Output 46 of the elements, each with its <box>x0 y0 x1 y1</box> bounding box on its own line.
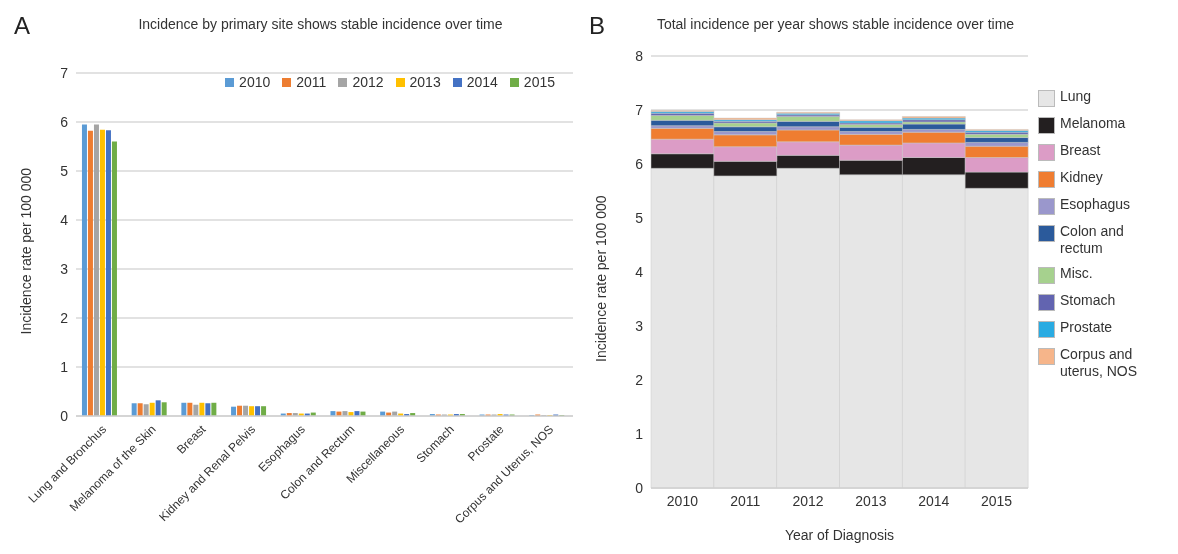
text: B <box>589 12 606 40</box>
y-tick-label: 3 <box>635 317 644 334</box>
y-tick-label: 4 <box>635 263 644 280</box>
legend-label: 2014 <box>466 74 498 91</box>
legend-label: Melanoma <box>1060 115 1126 132</box>
legend-label: Lung <box>1060 88 1092 105</box>
y-tick-label: 4 <box>60 211 69 228</box>
legend-label: Misc. <box>1060 265 1093 282</box>
y-tick-label: 6 <box>635 155 644 172</box>
y-tick-label: 5 <box>60 162 69 179</box>
x-axis-title: Year of Diagnosis <box>784 527 895 543</box>
y-tick-label: 6 <box>60 113 69 130</box>
y-tick-label: 7 <box>60 64 69 81</box>
y-axis-title: Incidence rate per 100 000 <box>592 195 609 362</box>
chart-title: Incidence by primary site shows stable incidence over time <box>137 16 504 32</box>
legend-label: 2011 <box>296 74 327 91</box>
y-tick-label: 3 <box>60 260 69 277</box>
x-tick-label: 2013 <box>855 492 887 509</box>
y-tick-label: 0 <box>635 479 644 496</box>
legend-label: Stomach <box>1060 292 1116 309</box>
y-tick-label: 1 <box>635 425 644 442</box>
legend-label: Colon and rectum <box>1060 223 1125 257</box>
x-tick-label: 2014 <box>918 492 950 509</box>
legend-label: 2013 <box>409 74 441 91</box>
x-tick-label: 2011 <box>730 492 761 509</box>
legend-label: Kidney <box>1060 169 1103 186</box>
x-tick-label: 2010 <box>666 492 699 509</box>
y-tick-label: 2 <box>60 309 69 326</box>
legend-label: 2012 <box>352 74 384 91</box>
x-tick-label: 2015 <box>981 492 1013 509</box>
legend-label: Prostate <box>1060 319 1113 336</box>
legend-label: Breast <box>1060 142 1101 159</box>
y-tick-label: 7 <box>635 101 644 118</box>
legend-label: 2015 <box>523 74 555 91</box>
chart-title: Total incidence per year shows stable incidence over time <box>655 16 1016 32</box>
legend-label: Corpus and uterus, NOS <box>1060 346 1139 380</box>
y-axis-title: Incidence rate per 100 000 <box>17 167 34 335</box>
y-tick-label: 0 <box>60 407 69 424</box>
y-tick-label: 5 <box>635 209 644 226</box>
x-tick-label: 2012 <box>792 492 824 509</box>
legend-label: Esophagus <box>1060 196 1131 213</box>
legend-label: 2010 <box>239 74 271 91</box>
y-tick-label: 1 <box>60 358 69 375</box>
y-tick-label: 8 <box>635 47 644 64</box>
text: A <box>14 12 31 40</box>
y-tick-label: 2 <box>635 371 644 388</box>
